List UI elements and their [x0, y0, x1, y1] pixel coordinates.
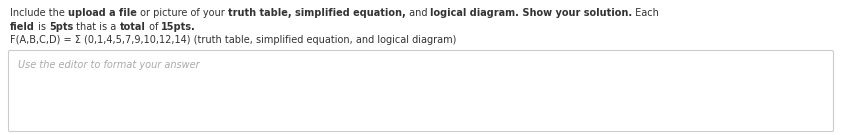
Text: is: is [35, 22, 49, 32]
Text: of: of [146, 22, 161, 32]
Text: total: total [120, 22, 146, 32]
Text: upload a file: upload a file [68, 8, 137, 18]
Text: Include the: Include the [10, 8, 68, 18]
FancyBboxPatch shape [8, 50, 834, 131]
Text: Each: Each [632, 8, 659, 18]
Text: or picture of your: or picture of your [137, 8, 227, 18]
Text: and: and [406, 8, 430, 18]
Text: F(A,B,C,D) = Σ (0,1,4,5,7,9,10,12,14) (truth table, simplified equation, and log: F(A,B,C,D) = Σ (0,1,4,5,7,9,10,12,14) (t… [10, 35, 456, 45]
Text: 15pts.: 15pts. [161, 22, 195, 32]
Text: 5pts: 5pts [49, 22, 73, 32]
Text: Use the editor to format your answer: Use the editor to format your answer [18, 60, 200, 70]
Text: field: field [10, 22, 35, 32]
Text: that is a: that is a [73, 22, 120, 32]
Text: truth table, simplified equation,: truth table, simplified equation, [227, 8, 406, 18]
Text: logical diagram.: logical diagram. [430, 8, 519, 18]
Text: Show your solution.: Show your solution. [519, 8, 632, 18]
